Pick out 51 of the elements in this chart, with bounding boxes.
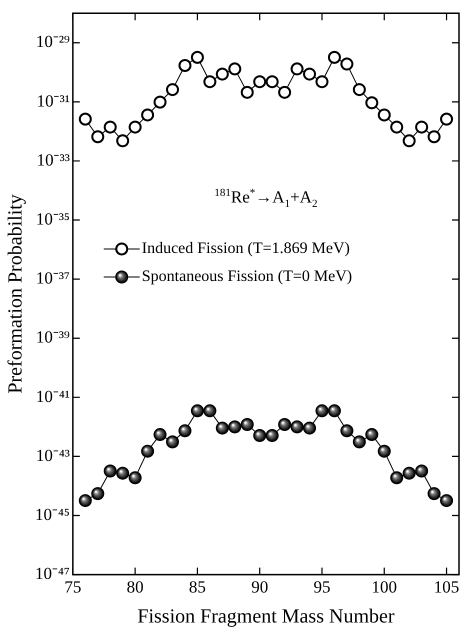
point — [253, 75, 266, 88]
y-tick-label: 10⁻³⁹ — [36, 328, 70, 347]
point — [166, 83, 180, 96]
point — [228, 62, 242, 76]
point — [328, 50, 341, 64]
point — [178, 58, 192, 72]
point — [116, 134, 130, 148]
y-tick-label: 10⁻³³ — [36, 150, 70, 170]
y-tick-label: 10⁻⁴³ — [36, 446, 70, 465]
x-tick-label: 90 — [251, 577, 268, 596]
point — [315, 75, 328, 88]
x-tick-label: 105 — [434, 577, 460, 596]
x-tick-label: 80 — [126, 577, 144, 596]
point — [278, 86, 292, 99]
y-axis-title: Preformation Probability — [4, 194, 26, 394]
point — [440, 112, 454, 126]
x-tick-label: 100 — [372, 577, 398, 596]
point — [365, 96, 378, 110]
point — [141, 108, 154, 122]
y-tick-label: 10⁻³⁵ — [36, 210, 70, 228]
point — [378, 108, 391, 122]
legend-label: Spontaneous Fission (T=0 MeV) — [142, 268, 352, 286]
point — [128, 120, 142, 134]
point — [428, 130, 441, 144]
x-axis-title: Fission Fragment Mass Number — [137, 605, 395, 628]
annotation: $^{181}$Re$^{*}$→A$_{1}$+A$_{2}$ — [214, 187, 318, 210]
y-tick-label: 10⁻⁴⁵ — [34, 504, 70, 524]
point — [290, 62, 304, 76]
point — [402, 134, 416, 148]
legend-label: Induced Fission (T=1.869 MeV) — [142, 240, 350, 258]
point — [104, 120, 117, 134]
point — [352, 83, 366, 96]
point — [266, 75, 279, 88]
point — [340, 58, 354, 71]
point — [390, 120, 404, 134]
x-tick-label: 95 — [313, 577, 330, 596]
point — [91, 130, 104, 144]
point — [240, 86, 254, 99]
y-tick-label: 10⁻⁴¹ — [36, 386, 70, 406]
y-tick-label: 10⁻³¹ — [36, 91, 70, 110]
point — [216, 68, 229, 81]
x-tick-label: 85 — [188, 577, 206, 596]
point — [78, 112, 92, 126]
y-tick-label: 10⁻³⁷ — [36, 268, 70, 288]
point — [190, 50, 204, 64]
x-tick-label: 75 — [64, 577, 82, 596]
point — [415, 120, 428, 134]
y-tick-label: 10⁻²⁹ — [36, 32, 70, 52]
point — [203, 75, 216, 88]
point — [303, 68, 316, 81]
point — [154, 96, 167, 109]
